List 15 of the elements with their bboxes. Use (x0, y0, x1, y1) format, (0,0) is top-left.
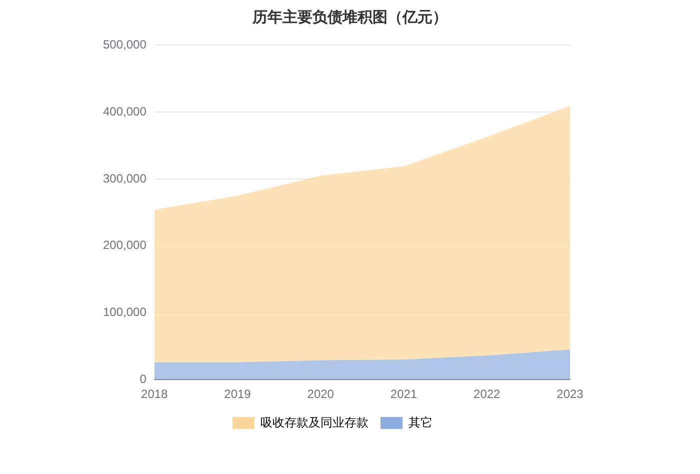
x-tick-label: 2019 (224, 387, 252, 402)
y-tick-label: 0 (140, 372, 147, 386)
chart-title: 历年主要负债堆积图（亿元） (251, 7, 448, 28)
y-tick-label: 100,000 (102, 305, 147, 320)
y-tick-label: 500,000 (102, 38, 147, 52)
legend-label: 其它 (408, 415, 432, 430)
y-tick-label: 200,000 (102, 238, 147, 252)
x-tick-label: 2022 (474, 387, 501, 402)
x-tick-label: 2021 (390, 387, 418, 402)
legend-label: 吸收存款及同业存款 (260, 415, 368, 430)
y-tick-label: 400,000 (102, 104, 147, 118)
y-tick-label: 300,000 (102, 171, 147, 186)
x-tick-label: 2018 (141, 387, 168, 402)
x-tick-label: 2020 (307, 387, 334, 402)
x-tick-label: 2023 (556, 387, 584, 402)
